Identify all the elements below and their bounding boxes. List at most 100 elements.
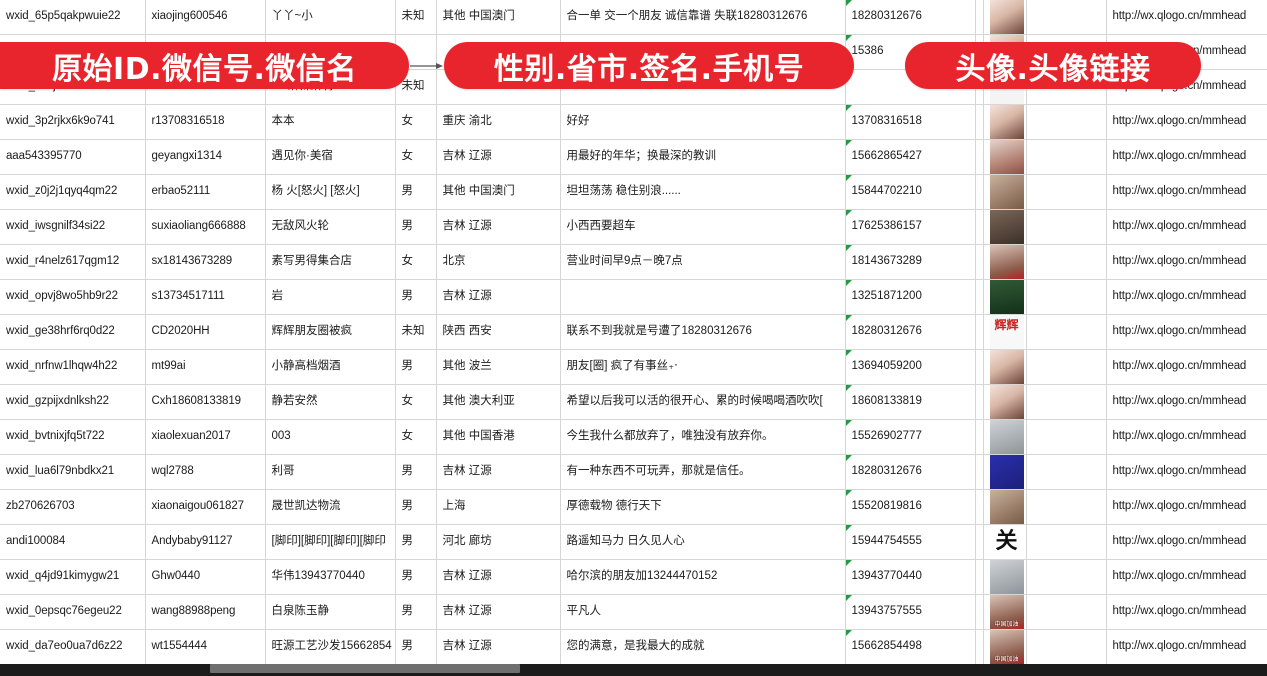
cell-avatar-url[interactable]: http://wx.qlogo.cn/mmhead — [1106, 174, 1267, 210]
cell-wechat-nickname[interactable]: 辉辉朋友圈被疯 — [265, 314, 396, 350]
horizontal-scrollbar-thumb[interactable] — [210, 664, 520, 673]
cell-original-id[interactable]: wxid_nrfnw1lhqw4h22 — [0, 349, 146, 385]
cell-original-id[interactable]: aaa543395770 — [0, 139, 146, 175]
cell-avatar[interactable] — [983, 279, 1027, 315]
cell-region[interactable]: 吉林 辽源 — [436, 279, 561, 315]
cell-region[interactable]: 吉林 辽源 — [436, 209, 561, 245]
cell-wechat-nickname[interactable]: 丫丫~小 — [265, 0, 396, 35]
cell-region[interactable]: 陕西 西安 — [436, 314, 561, 350]
cell-avatar[interactable] — [983, 384, 1027, 420]
cell-phone[interactable]: 18280312676 — [845, 454, 976, 490]
cell-signature[interactable]: 希望以后我可以活的很开心、累的时候喝喝酒吹吹[ — [560, 384, 846, 420]
cell-avatar-url[interactable]: http://wx.qlogo.cn/mmhead — [1106, 104, 1267, 140]
cell-avatar-url[interactable]: http://wx.qlogo.cn/mmhead — [1106, 0, 1267, 35]
cell-wechat-nickname[interactable]: 白泉陈玉静 — [265, 594, 396, 630]
table-row[interactable]: aaa543395770 geyangxi1314 遇见你·美宿女吉林 辽源 用最好的… — [0, 139, 1267, 175]
cell-original-id[interactable]: wxid_lua6l79nbdkx21 — [0, 454, 146, 490]
cell-wechat-nickname[interactable]: 003 — [265, 419, 396, 455]
cell-phone[interactable]: 15844702210 — [845, 174, 976, 210]
cell-wechat-id[interactable]: xiaojing600546 — [145, 0, 266, 35]
cell-gender[interactable]: 男 — [395, 454, 437, 490]
cell-wechat-nickname[interactable]: 小静高档烟酒 — [265, 349, 396, 385]
cell-region[interactable]: 其他 澳大利亚 — [436, 384, 561, 420]
cell-region[interactable]: 其他 中国澳门 — [436, 0, 561, 35]
cell-avatar-url[interactable]: http://wx.qlogo.cn/mmhead — [1106, 139, 1267, 175]
cell-phone[interactable]: 15662854498 — [845, 629, 976, 665]
cell-gender[interactable]: 女 — [395, 244, 437, 280]
cell-phone[interactable]: 18280312676 — [845, 314, 976, 350]
cell-wechat-nickname[interactable]: 无敌风火轮 — [265, 209, 396, 245]
cell-signature[interactable]: 联系不到我就是号遭了18280312676 — [560, 314, 846, 350]
cell-wechat-id[interactable]: Ghw0440 — [145, 559, 266, 595]
cell-region[interactable]: 其他 中国香港 — [436, 419, 561, 455]
cell-signature[interactable]: 有一种东西不可玩弄，那就是信任。 — [560, 454, 846, 490]
cell-avatar-url[interactable]: http://wx.qlogo.cn/mmhead — [1106, 314, 1267, 350]
cell-signature[interactable] — [560, 279, 846, 315]
cell-avatar-url[interactable]: http://wx.qlogo.cn/mmhead — [1106, 559, 1267, 595]
cell-region[interactable]: 吉林 辽源 — [436, 594, 561, 630]
cell-avatar-url[interactable]: http://wx.qlogo.cn/mmhead — [1106, 524, 1267, 560]
cell-gender[interactable]: 男 — [395, 349, 437, 385]
cell-original-id[interactable]: wxid_ge38hrf6rq0d22 — [0, 314, 146, 350]
cell-phone[interactable]: 18143673289 — [845, 244, 976, 280]
table-row[interactable]: wxid_3p2rjkx6k9o741 r13708316518 本本女重庆 渝北好… — [0, 104, 1267, 140]
table-row[interactable]: wxid_0epsqc76egeu22 wang88988peng 白泉陈玉静男吉林… — [0, 594, 1267, 630]
cell-signature[interactable]: 坦坦荡荡 稳住别浪...... — [560, 174, 846, 210]
cell-gender[interactable]: 男 — [395, 559, 437, 595]
cell-gender[interactable]: 女 — [395, 384, 437, 420]
cell-signature[interactable]: 路遥知马力 日久见人心 — [560, 524, 846, 560]
cell-region[interactable]: 吉林 辽源 — [436, 629, 561, 665]
cell-region[interactable]: 吉林 辽源 — [436, 559, 561, 595]
cell-signature[interactable]: 哈尔滨的朋友加13244470152 — [560, 559, 846, 595]
cell-wechat-id[interactable]: sx18143673289 — [145, 244, 266, 280]
cell-original-id[interactable]: wxid_3p2rjkx6k9o741 — [0, 104, 146, 140]
cell-original-id[interactable]: wxid_q4jd91kimygw21 — [0, 559, 146, 595]
cell-region[interactable]: 北京 — [436, 244, 561, 280]
cell-phone[interactable]: 18608133819 — [845, 384, 976, 420]
cell-wechat-id[interactable]: wt1554444 — [145, 629, 266, 665]
cell-wechat-id[interactable]: wang88988peng — [145, 594, 266, 630]
cell-original-id[interactable]: wxid_iwsgnilf34si22 — [0, 209, 146, 245]
cell-wechat-nickname[interactable]: 静若安然 — [265, 384, 396, 420]
cell-original-id[interactable]: wxid_r4nelz617qgm12 — [0, 244, 146, 280]
cell-wechat-nickname[interactable]: 遇见你·美宿 — [265, 139, 396, 175]
cell-signature[interactable]: 好好 — [560, 104, 846, 140]
cell-region[interactable]: 河北 廊坊 — [436, 524, 561, 560]
cell-avatar[interactable] — [983, 104, 1027, 140]
cell-avatar-url[interactable]: http://wx.qlogo.cn/mmhead — [1106, 419, 1267, 455]
table-row[interactable]: wxid_r4nelz617qgm12 sx18143673289 素写男得集合店女… — [0, 244, 1267, 280]
cell-avatar[interactable] — [983, 139, 1027, 175]
cell-wechat-id[interactable]: CD2020HH — [145, 314, 266, 350]
cell-avatar[interactable] — [983, 244, 1027, 280]
table-row[interactable]: wxid_iwsgnilf34si22 suxiaoliang666888 无敌风火… — [0, 209, 1267, 245]
cell-signature[interactable]: 小西西要超车 — [560, 209, 846, 245]
cell-wechat-nickname[interactable]: 旺源工艺沙发15662854 — [265, 629, 396, 665]
cell-avatar-url[interactable]: http://wx.qlogo.cn/mmhead — [1106, 454, 1267, 490]
cell-wechat-id[interactable]: r13708316518 — [145, 104, 266, 140]
cell-wechat-id[interactable]: mt99ai — [145, 349, 266, 385]
cell-gender[interactable]: 女 — [395, 419, 437, 455]
cell-region[interactable]: 其他 中国澳门 — [436, 174, 561, 210]
cell-phone[interactable]: 17625386157 — [845, 209, 976, 245]
cell-signature[interactable]: 今生我什么都放弃了，唯独没有放弃你。 — [560, 419, 846, 455]
table-row[interactable]: wxid_gzpijxdnlksh22 Cxh18608133819 静若安然女其他… — [0, 384, 1267, 420]
cell-phone[interactable]: 18280312676 — [845, 0, 976, 35]
cell-signature[interactable]: 合一单 交一个朋友 诚信靠谱 失联18280312676 — [560, 0, 846, 35]
cell-original-id[interactable]: wxid_opvj8wo5hb9r22 — [0, 279, 146, 315]
table-row[interactable]: wxid_z0j2j1qyq4qm22 erbao52111 杨 火[怒火] [怒火… — [0, 174, 1267, 210]
table-row[interactable]: wxid_opvj8wo5hb9r22 s13734517111 岩男吉林 辽源 13… — [0, 279, 1267, 315]
cell-gender[interactable]: 女 — [395, 139, 437, 175]
table-row[interactable]: wxid_lua6l79nbdkx21 wql2788 利哥男吉林 辽源 有一种东西不… — [0, 454, 1267, 490]
horizontal-scrollbar-track[interactable] — [0, 664, 1267, 676]
cell-avatar-url[interactable]: http://wx.qlogo.cn/mmhead — [1106, 209, 1267, 245]
cell-avatar[interactable] — [983, 419, 1027, 455]
cell-signature[interactable]: 朋友[圈] 疯了有事丝₊‧ — [560, 349, 846, 385]
cell-avatar-url[interactable]: http://wx.qlogo.cn/mmhead — [1106, 279, 1267, 315]
cell-phone[interactable]: 15944754555 — [845, 524, 976, 560]
cell-gender[interactable]: 男 — [395, 174, 437, 210]
cell-avatar-url[interactable]: http://wx.qlogo.cn/mmhead — [1106, 594, 1267, 630]
cell-avatar-url[interactable]: http://wx.qlogo.cn/mmhead — [1106, 349, 1267, 385]
cell-wechat-nickname[interactable]: 岩 — [265, 279, 396, 315]
cell-wechat-nickname[interactable]: 素写男得集合店 — [265, 244, 396, 280]
cell-avatar[interactable] — [983, 209, 1027, 245]
